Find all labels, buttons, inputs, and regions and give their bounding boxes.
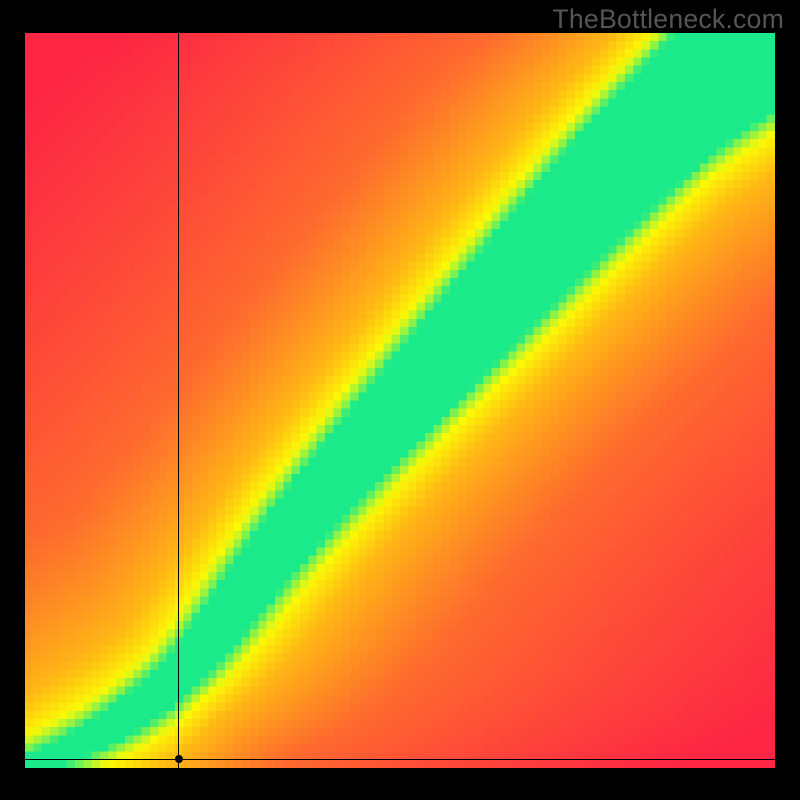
crosshair-horizontal <box>25 759 775 760</box>
crosshair-vertical <box>178 33 179 768</box>
watermark-text: TheBottleneck.com <box>552 4 784 35</box>
crosshair-marker <box>175 755 183 763</box>
bottleneck-heatmap <box>25 33 775 768</box>
